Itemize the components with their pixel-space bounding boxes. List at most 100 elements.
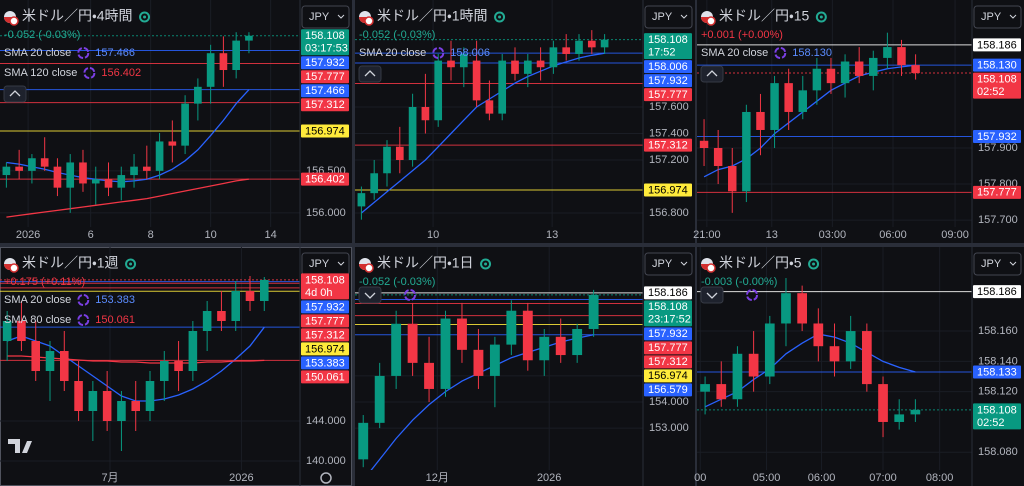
indicator-name: SMA 20 close — [359, 47, 426, 59]
x-tick-label: 6 — [88, 229, 94, 241]
currency-dropdown[interactable] — [301, 5, 350, 29]
price-label-bg — [973, 403, 1021, 430]
price-label-bg — [644, 60, 692, 74]
flag-icon — [4, 258, 19, 273]
x-tick-label: 13 — [546, 229, 558, 241]
price-label: 158.133 — [977, 366, 1017, 378]
candle-body — [756, 111, 765, 130]
status-dot-inner — [143, 15, 147, 19]
price-label-bg — [301, 328, 349, 342]
candle-body — [117, 175, 126, 188]
price-label-bg — [973, 365, 1021, 379]
candle-body — [357, 193, 366, 207]
tradingview-logo — [8, 439, 32, 453]
candle-body — [2, 321, 12, 341]
currency-label: JPY — [309, 11, 330, 23]
price-label: 158.006 — [648, 61, 688, 73]
price-label: 157.932 — [648, 75, 688, 87]
candle-body — [434, 60, 443, 121]
flag-jp — [706, 16, 716, 26]
currency-dropdown[interactable] — [644, 5, 693, 29]
currency-label: JPY — [309, 258, 330, 270]
price-label-bg — [644, 369, 692, 383]
chart-title: 米ドル／円・15 — [719, 8, 810, 24]
chart-title: 米ドル／円・5 — [719, 255, 802, 271]
price-label-bg — [644, 341, 692, 355]
price-label-bg — [644, 33, 692, 60]
candle-body — [798, 90, 807, 112]
candle-body — [732, 353, 743, 400]
indicator-icon[interactable] — [432, 47, 445, 59]
candle-body — [181, 103, 189, 146]
candle-body — [188, 331, 198, 371]
candle-body — [88, 391, 98, 411]
candle-body — [894, 414, 905, 422]
price-label: 153.383 — [305, 357, 345, 369]
indicator-icon[interactable] — [77, 47, 90, 59]
sma-line — [703, 64, 916, 178]
price-label-bg — [644, 138, 692, 152]
chart-title: 米ドル／円・4時間 — [22, 8, 133, 24]
currency-dropdown[interactable] — [973, 5, 1022, 29]
dropdown-chevron — [680, 261, 688, 266]
candle-body — [587, 40, 596, 48]
chevron — [364, 292, 376, 299]
y-tick-label: 153.000 — [649, 422, 689, 434]
indicator-icon[interactable] — [83, 67, 96, 79]
candle-body — [79, 162, 87, 184]
currency-label: JPY — [981, 11, 1002, 23]
price-label-countdown: 4d 0h — [305, 287, 333, 299]
candle-body — [53, 166, 62, 188]
currency-dropdown[interactable] — [973, 252, 1022, 276]
indicator-icon[interactable] — [774, 47, 787, 59]
indicator-icon[interactable] — [404, 289, 416, 301]
legend-toggle-button[interactable] — [358, 286, 382, 304]
candle-body — [232, 40, 240, 71]
indicator-icon[interactable] — [77, 294, 90, 306]
candle-body — [575, 40, 583, 54]
status-dot-inner — [819, 15, 823, 19]
price-label-bg — [973, 185, 1021, 199]
price-label: 158.108 — [977, 404, 1017, 416]
price-label: 156.974 — [648, 184, 688, 196]
candle-body — [219, 53, 228, 71]
candle-body — [15, 166, 23, 171]
price-label: 156.974 — [305, 343, 345, 355]
status-dot — [139, 11, 151, 23]
settings-gear[interactable] — [320, 472, 332, 484]
price-label-bg — [644, 300, 692, 327]
plot-area — [355, 247, 643, 470]
indicator-value: 157.466 — [95, 47, 135, 59]
price-label-bg — [644, 327, 692, 341]
sma-line — [6, 89, 250, 183]
indicator-icon[interactable] — [77, 314, 90, 326]
price-label-bg — [973, 58, 1021, 72]
candle-body — [829, 346, 840, 362]
chart-panel: 158.080 158.120 158.140 158.160 00 05:00 06:00… — [694, 247, 1024, 486]
legend-toggle-button[interactable] — [700, 65, 724, 83]
price-label: 157.777 — [648, 89, 688, 101]
indicator-value: 158.006 — [450, 47, 490, 59]
y-tick-label: 154.000 — [649, 396, 689, 408]
price-label: 157.312 — [305, 99, 345, 111]
chevron — [364, 70, 376, 77]
price-label: 158.108 — [977, 74, 1017, 86]
candle-body — [40, 158, 49, 167]
candle-body — [716, 384, 727, 400]
y-tick-label: 156.000 — [306, 207, 346, 219]
currency-dropdown[interactable] — [644, 252, 693, 276]
legend-toggle-button[interactable] — [3, 85, 27, 103]
legend-toggle-button[interactable] — [358, 65, 382, 83]
legend-toggle-button[interactable] — [700, 286, 724, 304]
x-tick-label: 13 — [766, 229, 778, 241]
price-label: 157.777 — [977, 187, 1017, 199]
candle-body — [826, 68, 836, 84]
price-label: 156.974 — [648, 370, 688, 382]
plot-area — [0, 0, 300, 227]
price-label: 158.108 — [305, 30, 345, 42]
candle-body — [549, 47, 558, 68]
indicator-icon[interactable] — [746, 289, 758, 301]
candle-body — [869, 57, 878, 76]
y-tick-label: 144.000 — [306, 415, 346, 427]
